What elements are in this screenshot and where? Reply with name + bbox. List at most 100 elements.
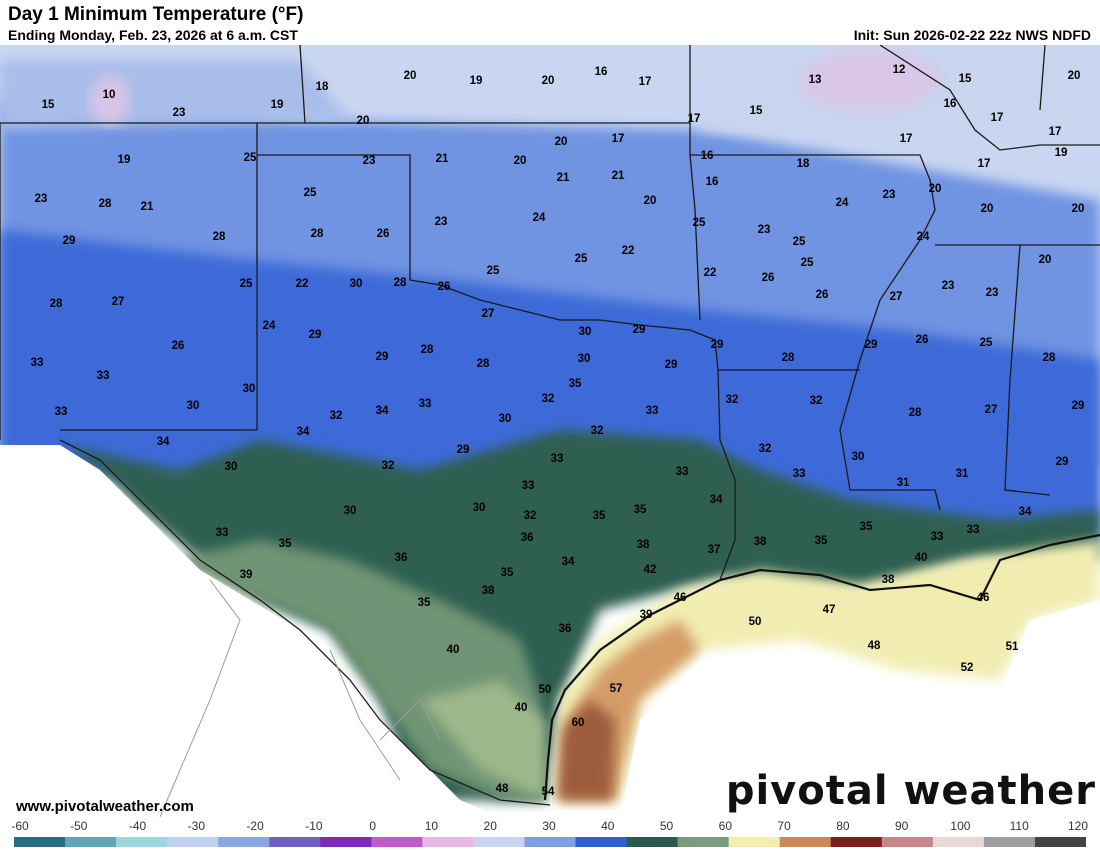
valid-time-subtitle: Ending Monday, Feb. 23, 2026 at 6 a.m. C… <box>8 27 298 43</box>
temperature-value: 39 <box>239 569 253 581</box>
temperature-value: 20 <box>643 195 657 207</box>
temperature-value: 22 <box>295 278 309 290</box>
temperature-value: 25 <box>979 337 993 349</box>
temperature-value: 27 <box>984 404 998 416</box>
temperature-value: 33 <box>54 406 68 418</box>
temperature-value: 52 <box>960 662 974 674</box>
temperature-value: 20 <box>928 183 942 195</box>
temperature-value: 19 <box>270 99 284 111</box>
colorbar-segment <box>371 837 423 847</box>
colorbar-tick-label: 80 <box>836 819 850 833</box>
temperature-value: 28 <box>49 298 63 310</box>
temperature-value: 29 <box>1071 400 1085 412</box>
temperature-value: 23 <box>757 224 771 236</box>
temperature-value: 26 <box>815 289 829 301</box>
temperature-value: 28 <box>393 277 407 289</box>
temperature-value: 38 <box>636 539 650 551</box>
colorbar-segment <box>524 837 577 847</box>
temperature-value: 17 <box>977 158 991 170</box>
temperature-value: 35 <box>500 567 514 579</box>
temperature-value: 21 <box>140 201 154 213</box>
temperature-value: 32 <box>590 425 604 437</box>
temperature-value: 21 <box>611 170 625 182</box>
temperature-value: 34 <box>296 426 310 438</box>
temperature-value: 40 <box>514 702 528 714</box>
colorbar-tick-label: 10 <box>424 819 439 833</box>
temperature-value: 18 <box>315 81 329 93</box>
temperature-value: 23 <box>34 193 48 205</box>
temperature-value: 15 <box>958 73 972 85</box>
colorbar-tick-label: 110 <box>1009 819 1029 833</box>
temperature-value: 17 <box>899 133 913 145</box>
temperature-value: 31 <box>955 468 969 480</box>
temperature-value: 30 <box>578 326 592 338</box>
temperature-value: 57 <box>609 683 623 695</box>
temperature-value: 16 <box>594 66 608 78</box>
temperature-value: 17 <box>638 76 652 88</box>
temperature-value: 28 <box>310 228 324 240</box>
temperature-value: 20 <box>356 115 370 127</box>
temperature-value: 23 <box>434 216 448 228</box>
temperature-value: 29 <box>308 329 322 341</box>
temperature-value: 29 <box>710 339 724 351</box>
temperature-value: 32 <box>758 443 772 455</box>
temperature-value: 33 <box>675 466 689 478</box>
temperature-value: 30 <box>242 383 256 395</box>
temperature-value: 20 <box>1067 70 1081 82</box>
temperature-value: 30 <box>472 502 486 514</box>
colorbar-tick-label: 0 <box>369 819 376 833</box>
temperature-value: 35 <box>633 504 647 516</box>
temperature-value: 20 <box>1038 254 1052 266</box>
temperature-value: 42 <box>643 564 657 576</box>
colorbar-tick-label: -10 <box>305 819 323 833</box>
temperature-value: 35 <box>417 597 431 609</box>
temperature-value: 33 <box>215 527 229 539</box>
temperature-value: 33 <box>966 524 980 536</box>
temperature-value: 50 <box>748 616 762 628</box>
temperature-value: 33 <box>930 531 944 543</box>
temperature-value: 15 <box>749 105 763 117</box>
colorbar-tick-label: 20 <box>483 819 497 833</box>
temperature-value: 20 <box>541 75 555 87</box>
colorbar-segment <box>983 837 1036 847</box>
temperature-value: 27 <box>481 308 495 320</box>
colorbar-segment <box>779 837 832 847</box>
temperature-value: 26 <box>761 272 775 284</box>
colorbar-segment <box>728 837 781 847</box>
temperature-value: 38 <box>481 585 495 597</box>
colorbar-segment <box>422 837 475 847</box>
temperature-value: 38 <box>881 574 895 586</box>
temperature-value: 27 <box>889 291 903 303</box>
temperature-value: 25 <box>574 253 588 265</box>
colorbar-segment <box>473 837 526 847</box>
temperature-value: 21 <box>556 172 570 184</box>
temperature-value: 20 <box>554 136 568 148</box>
colorbar-segment <box>218 837 270 847</box>
temperature-value: 30 <box>851 451 865 463</box>
temperature-value: 38 <box>753 536 767 548</box>
temperature-value: 25 <box>303 187 317 199</box>
temperature-value: 30 <box>577 353 591 365</box>
temperature-value: 36 <box>558 623 572 635</box>
temperature-value: 48 <box>867 640 881 652</box>
temperature-value: 30 <box>498 413 512 425</box>
colorbar-tick-label: -40 <box>128 819 147 833</box>
temperature-value: 23 <box>882 189 896 201</box>
website-url[interactable]: www.pivotalweather.com <box>16 798 194 815</box>
colorbar-segment <box>932 837 985 847</box>
temperature-value: 28 <box>98 198 112 210</box>
temperature-value: 25 <box>792 236 806 248</box>
temperature-value: 30 <box>224 461 238 473</box>
temperature-value: 26 <box>437 281 451 293</box>
temperature-value: 17 <box>990 112 1004 124</box>
temperature-map[interactable]: 10 15 23 19 18 20 19 20 16 17 13 12 15 20 15 16 17 17 20 17… <box>0 45 1100 817</box>
map-shading <box>0 45 1100 817</box>
temperature-value: 29 <box>62 235 76 247</box>
temperature-value: 26 <box>915 334 929 346</box>
temperature-value: 23 <box>172 107 186 119</box>
temperature-value: 30 <box>343 505 357 517</box>
temperature-value: 20 <box>513 155 527 167</box>
temperature-value: 16 <box>700 150 714 162</box>
map-title: Day 1 Minimum Temperature (°F) <box>8 4 304 25</box>
temperature-value: 32 <box>523 510 537 522</box>
